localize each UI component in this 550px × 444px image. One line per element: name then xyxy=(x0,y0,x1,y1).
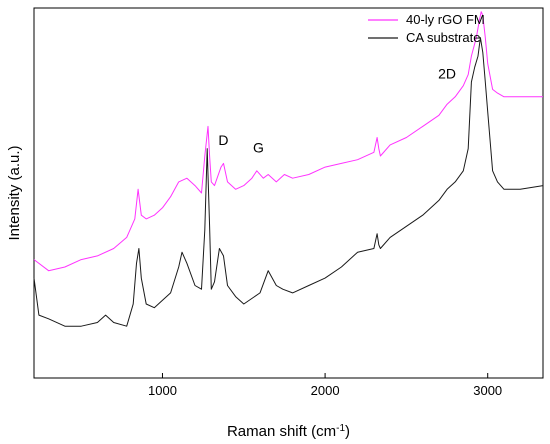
series-line-1 xyxy=(33,11,543,272)
y-axis-title: Intensity (a.u.) xyxy=(6,145,23,240)
x-axis-title: Raman shift (cm-1) xyxy=(227,423,350,441)
legend-label: CA substrate xyxy=(406,30,480,45)
plot-frame xyxy=(33,7,544,379)
peak-label: D xyxy=(218,132,228,148)
x-tick-label: 3000 xyxy=(473,383,502,398)
x-axis-ticks: 1000 2000 3000 xyxy=(148,373,502,398)
x-tick-label: 1000 xyxy=(148,383,177,398)
x-tick-label: 2000 xyxy=(311,383,340,398)
legend: 40-ly rGO FM CA substrate xyxy=(368,12,485,45)
series-layer xyxy=(33,11,544,327)
peak-label: G xyxy=(253,139,264,155)
series-line-2 xyxy=(33,37,544,327)
peak-annotations: D G 2D xyxy=(218,65,456,155)
peak-label: 2D xyxy=(438,65,456,81)
legend-label: 40-ly rGO FM xyxy=(406,12,485,27)
